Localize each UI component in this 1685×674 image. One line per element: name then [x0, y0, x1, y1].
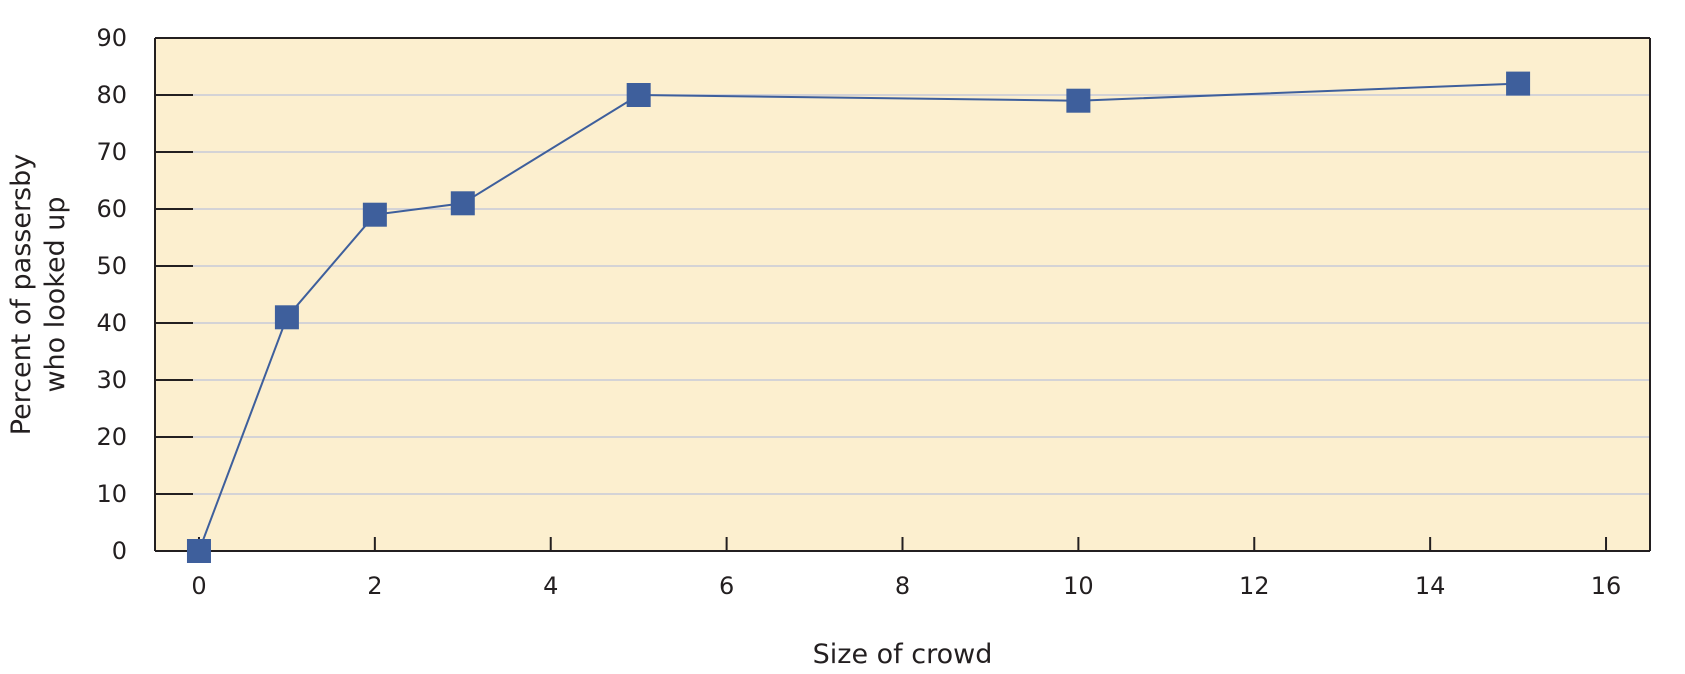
- x-tick-label-2: 2: [367, 572, 382, 600]
- data-point-1: [274, 305, 299, 330]
- y-tick-label-30: 30: [96, 366, 127, 394]
- data-point-0: [186, 539, 211, 563]
- plot-area: [155, 38, 1650, 551]
- y-tick-label-40: 40: [96, 309, 127, 337]
- x-tick-label-8: 8: [895, 572, 910, 600]
- x-tick-label-14: 14: [1415, 572, 1446, 600]
- x-tick-label-16: 16: [1591, 572, 1622, 600]
- x-axis-ticks: 0 2 4 6 8 10 12 14 16: [191, 537, 1621, 600]
- y-tick-label-0: 0: [112, 537, 127, 565]
- y-tick-label-20: 20: [96, 423, 127, 451]
- y-axis-title-line-2: who looked up: [40, 196, 71, 392]
- data-point-2: [362, 202, 387, 227]
- x-tick-label-6: 6: [719, 572, 734, 600]
- y-tick-label-80: 80: [96, 81, 127, 109]
- y-axis-ticks: 0 10 20 30 40 50 60 70 80 90: [96, 24, 193, 565]
- x-tick-label-10: 10: [1063, 572, 1094, 600]
- y-tick-label-10: 10: [96, 480, 127, 508]
- data-point-10: [1066, 88, 1091, 113]
- series-group: [186, 71, 1531, 563]
- x-axis-title: Size of crowd: [813, 639, 993, 670]
- data-point-3: [450, 191, 475, 216]
- y-tick-label-60: 60: [96, 195, 127, 223]
- y-tick-label-50: 50: [96, 252, 127, 280]
- y-tick-label-90: 90: [96, 24, 127, 52]
- data-point-15: [1506, 71, 1531, 96]
- y-tick-label-70: 70: [96, 138, 127, 166]
- x-tick-label-12: 12: [1239, 572, 1270, 600]
- x-tick-label-0: 0: [191, 572, 206, 600]
- y-axis-title-line-1: Percent of passersby: [6, 154, 37, 436]
- data-point-5: [626, 83, 651, 107]
- x-tick-label-4: 4: [543, 572, 558, 600]
